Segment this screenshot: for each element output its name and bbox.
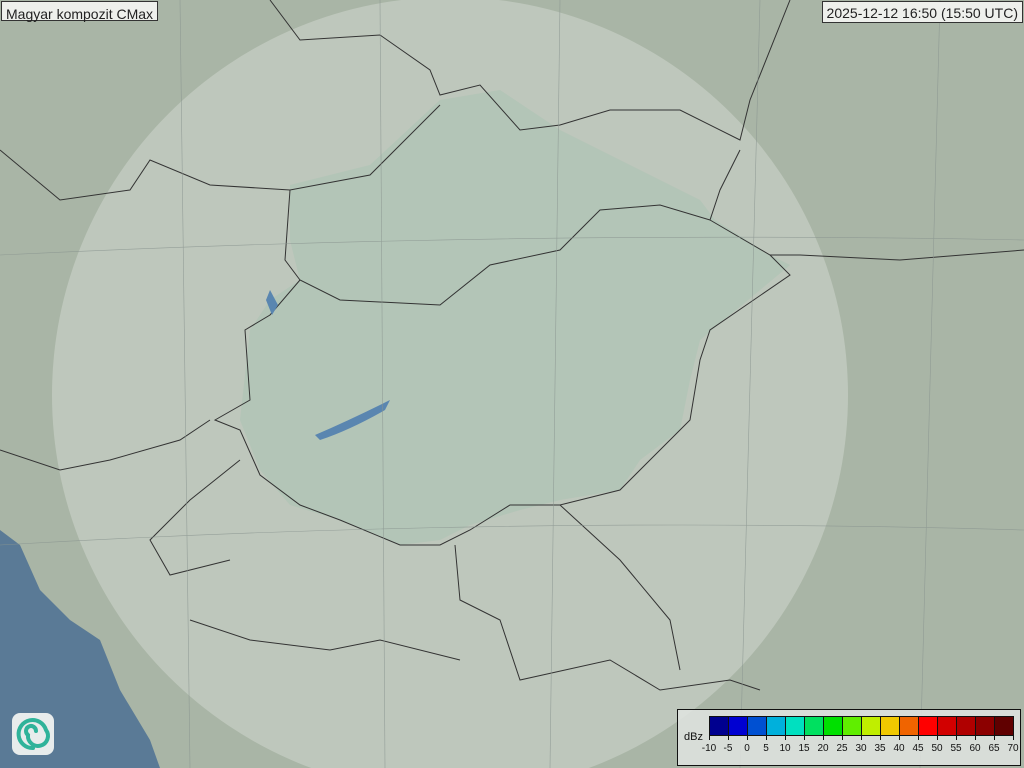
legend-swatch bbox=[995, 717, 1013, 735]
legend-label: 45 bbox=[912, 743, 924, 754]
legend-tick bbox=[937, 735, 938, 740]
legend-swatch bbox=[767, 717, 786, 735]
legend-label: 15 bbox=[798, 743, 810, 754]
legend-label: 65 bbox=[988, 743, 1000, 754]
legend-label: 60 bbox=[969, 743, 981, 754]
legend-label: 35 bbox=[874, 743, 886, 754]
legend-tick bbox=[709, 735, 710, 740]
country-borders bbox=[0, 0, 1024, 691]
legend-tick bbox=[956, 735, 957, 740]
legend-label: 30 bbox=[855, 743, 867, 754]
legend-swatch bbox=[957, 717, 976, 735]
legend-tick bbox=[861, 735, 862, 740]
legend-tick bbox=[823, 735, 824, 740]
legend-label: 5 bbox=[763, 743, 769, 754]
legend-swatch bbox=[729, 717, 748, 735]
hungary-region bbox=[240, 90, 790, 545]
legend-label: 0 bbox=[744, 743, 750, 754]
timestamp: 2025-12-12 16:50 (15:50 UTC) bbox=[821, 1, 1023, 23]
legend-tick bbox=[804, 735, 805, 740]
legend-swatch bbox=[843, 717, 862, 735]
legend-label: 50 bbox=[931, 743, 943, 754]
legend-swatch bbox=[805, 717, 824, 735]
legend-swatch bbox=[976, 717, 995, 735]
legend-tick bbox=[975, 735, 976, 740]
swirl-logo-icon bbox=[12, 713, 54, 755]
legend-tick bbox=[880, 735, 881, 740]
legend-tick bbox=[728, 735, 729, 740]
lake-balaton bbox=[315, 400, 390, 440]
legend-label: 40 bbox=[893, 743, 905, 754]
legend-label: 25 bbox=[836, 743, 848, 754]
legend-tick bbox=[785, 735, 786, 740]
legend-unit: dBz bbox=[684, 731, 703, 743]
legend-tick bbox=[842, 735, 843, 740]
legend-label: -5 bbox=[723, 743, 733, 754]
legend-swatch bbox=[786, 717, 805, 735]
legend-swatch bbox=[710, 717, 729, 735]
legend-tick bbox=[918, 735, 919, 740]
lake-neusiedl bbox=[266, 290, 278, 315]
legend-swatch bbox=[748, 717, 767, 735]
legend-color-bar bbox=[709, 716, 1014, 736]
legend-swatch bbox=[900, 717, 919, 735]
legend-label: 70 bbox=[1007, 743, 1019, 754]
legend-label: 55 bbox=[950, 743, 962, 754]
adriatic-sea bbox=[0, 530, 160, 768]
dbz-color-legend: dBz -10 -5 0 5 10 15 20 25 30 35 40 45 50 55 60 65 70 bbox=[677, 709, 1021, 766]
legend-swatch bbox=[938, 717, 957, 735]
legend-label: -10 bbox=[701, 743, 717, 754]
legend-swatch bbox=[862, 717, 881, 735]
legend-tick bbox=[994, 735, 995, 740]
legend-tick bbox=[747, 735, 748, 740]
legend-label: 10 bbox=[779, 743, 791, 754]
product-title: Magyar kompozit CMax bbox=[1, 1, 159, 22]
legend-swatch bbox=[824, 717, 843, 735]
legend-tick bbox=[1013, 735, 1014, 740]
legend-swatch bbox=[919, 717, 938, 735]
legend-tick bbox=[766, 735, 767, 740]
legend-swatch bbox=[881, 717, 900, 735]
legend-tick bbox=[899, 735, 900, 740]
legend-label: 20 bbox=[817, 743, 829, 754]
legend-ticks bbox=[709, 735, 1014, 741]
